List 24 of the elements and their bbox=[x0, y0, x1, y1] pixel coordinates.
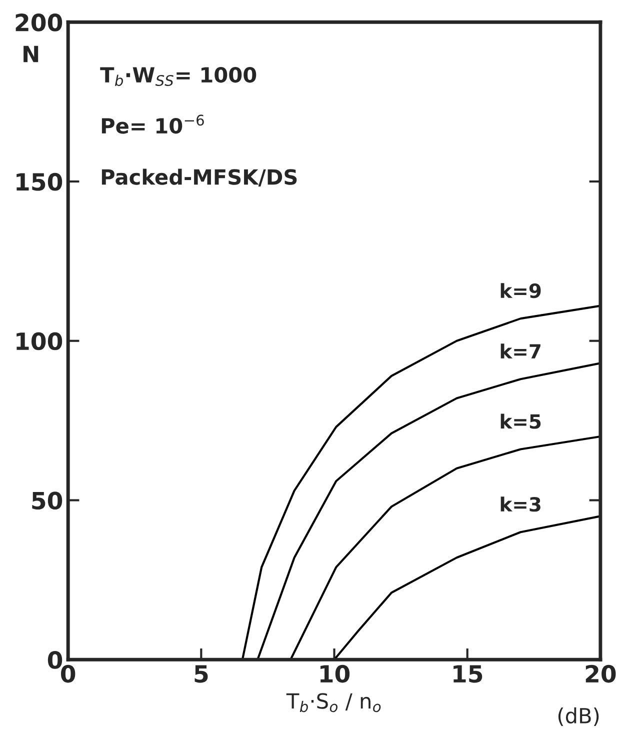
y-tick-label: 50 bbox=[32, 492, 62, 510]
annotation: Packed-MFSK/DS bbox=[102, 168, 297, 186]
x-tick-label: 0 bbox=[61, 664, 76, 683]
line-series bbox=[333, 515, 600, 660]
series-label: k=3 bbox=[500, 496, 540, 512]
series-label: k=7 bbox=[500, 344, 540, 358]
x-tick-label: 20 bbox=[586, 664, 616, 683]
y-axis-title: N bbox=[24, 46, 38, 62]
x-tick-label: 10 bbox=[320, 664, 350, 683]
x-tick-label: 5 bbox=[194, 665, 208, 683]
y-tick-label: 0 bbox=[48, 651, 62, 669]
series-label: k=5 bbox=[500, 414, 541, 429]
x-tick-label: 15 bbox=[454, 665, 482, 683]
line-series bbox=[290, 435, 600, 660]
annotation: T$_{b}$·W$_{SS}$= 1000 bbox=[100, 66, 256, 86]
series-label: k=9 bbox=[500, 283, 541, 298]
line-series bbox=[256, 362, 600, 660]
y-tick-label: 150 bbox=[16, 172, 62, 191]
x-axis-title: T$_{b}$·S$_{o}$ / n$_{o}$ bbox=[286, 693, 381, 712]
text: (dB) bbox=[558, 707, 599, 726]
y-tick-label: 200 bbox=[16, 14, 62, 32]
annotation: Pe= 10$^{−6}$ bbox=[102, 114, 204, 134]
line-series bbox=[241, 304, 600, 660]
y-tick-label: 100 bbox=[16, 332, 62, 350]
